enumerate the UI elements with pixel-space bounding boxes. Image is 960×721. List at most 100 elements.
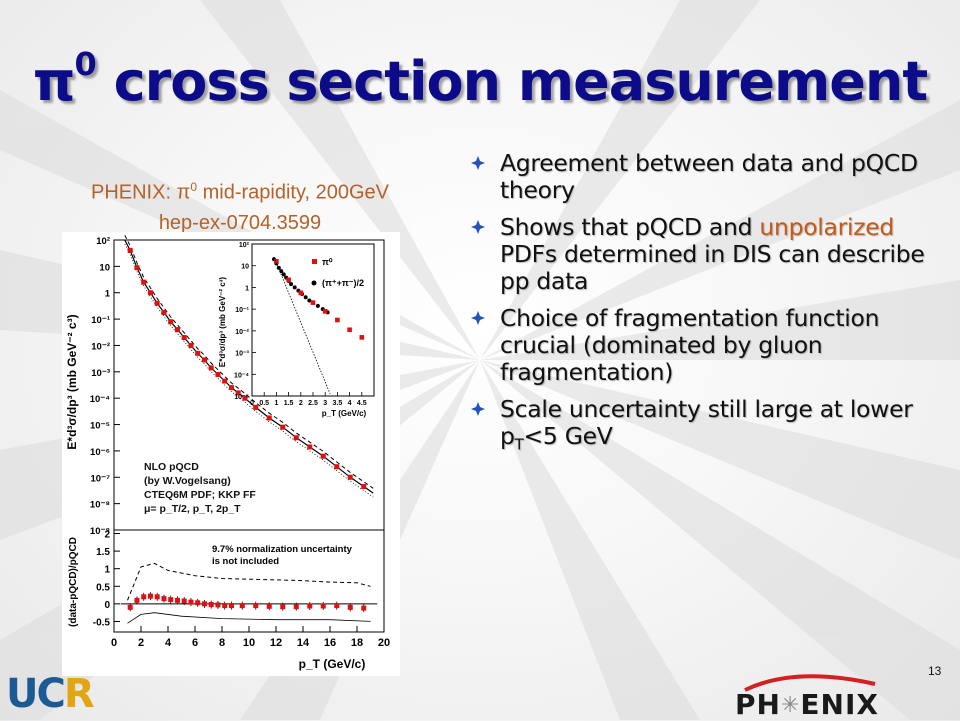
pi0-data-point	[215, 371, 221, 377]
inset-plot-frame	[251, 243, 375, 397]
inset-x-tick-label: 3.5	[333, 400, 343, 407]
ratio-data-point	[239, 603, 245, 609]
bullet-text: Agreement between data and pQCD theory	[500, 149, 918, 204]
ratio-data-point	[161, 596, 167, 602]
ratio-data-point	[208, 602, 214, 608]
main-y-tick-label: 1	[105, 289, 111, 300]
ratio-data-point	[307, 603, 313, 609]
svg-text:μ= p_T/2, p_T, 2p_T: μ= p_T/2, p_T, 2p_T	[144, 503, 241, 515]
pi0-data-point	[266, 415, 272, 421]
charged-pi-data-point	[303, 295, 308, 300]
diamond-bullet-icon	[471, 402, 485, 416]
ratio-data-point	[127, 604, 133, 610]
ratio-x-tick-label: 10	[243, 637, 255, 649]
main-y-axis-label: E*d³σ/dp³ (mb GeV⁻² c³)	[65, 314, 79, 449]
ratio-data-point	[195, 600, 201, 606]
pi0-data-point	[242, 395, 248, 401]
ratio-x-axis-label: p_T (GeV/c)	[299, 657, 366, 671]
ratio-annotation-line-2: is not included	[212, 556, 279, 567]
ratio-x-tick-label: 4	[165, 637, 172, 649]
theory-curve-upper	[124, 235, 374, 489]
ratio-y-tick-label: 1.5	[96, 547, 110, 558]
pi0-data-point	[147, 290, 153, 296]
charged-pi-data-point	[289, 282, 294, 287]
svg-text:(by W.Vogelsang): (by W.Vogelsang)	[144, 475, 231, 487]
ratio-x-tick-label: 14	[297, 637, 310, 649]
ratio-x-tick-label: 2	[138, 637, 144, 649]
bullet-list: Agreement between data and pQCD theory Sh…	[470, 150, 950, 469]
pi0-data-point	[361, 484, 367, 489]
main-y-tick-label: 10⁻³	[91, 368, 110, 379]
ratio-x-tick-label: 16	[324, 637, 336, 649]
inset-x-tick-label: 0	[250, 400, 254, 407]
inset-y-tick-label: 10⁻⁵	[234, 394, 249, 401]
bullet-text: Shows that pQCD and	[500, 213, 760, 241]
phenix-swoosh-icon	[744, 674, 876, 692]
main-y-tick-label: 10⁻⁵	[90, 421, 110, 432]
charged-pi-data-point	[292, 285, 297, 290]
page-number: 13	[928, 664, 942, 678]
ratio-y-tick-label: 2	[104, 530, 110, 541]
pi0-data-point	[201, 357, 207, 363]
pi0-data-point	[347, 474, 353, 480]
charged-pi-data-point	[315, 303, 320, 308]
inset-y-tick-label: 10⁻⁴	[234, 372, 249, 379]
diamond-bullet-icon	[471, 156, 485, 170]
ratio-data-point	[141, 594, 147, 600]
ratio-x-tick-label: 0	[111, 637, 117, 649]
inset-x-tick-label: 2	[299, 400, 303, 407]
pi0-data-point	[195, 350, 201, 356]
pi0-data-point	[334, 464, 340, 470]
bullet-item: Choice of fragmentation function crucial…	[470, 305, 950, 386]
caption-line-2: hep-ex-0704.3599	[158, 211, 322, 234]
inset-y-tick-label: 10⁻³	[235, 351, 249, 358]
pi0-data-point	[208, 365, 214, 371]
ratio-data-point	[201, 601, 207, 607]
inset-pi0-data-point	[347, 327, 352, 333]
pi0-data-point	[320, 453, 326, 459]
pi0-data-point	[141, 279, 147, 285]
ratio-data-point	[334, 603, 340, 609]
pi0-data-point	[253, 404, 259, 410]
ratio-data-point	[181, 598, 187, 604]
ratio-x-tick-label: 6	[192, 637, 198, 649]
ratio-data-point	[266, 603, 272, 609]
charged-pi-data-point	[276, 265, 281, 270]
pi0-data-point	[168, 319, 174, 325]
ratio-x-tick-label: 20	[378, 637, 390, 649]
inset-y-tick-label: 10²	[239, 242, 250, 249]
pi0-data-point	[222, 378, 228, 384]
ratio-scale-band-upper	[127, 562, 371, 601]
main-y-tick-label: 10²	[96, 236, 110, 247]
inset-pi0-data-point	[274, 259, 279, 264]
bullet-item: Scale uncertainty still large at lower p…	[470, 396, 950, 459]
inset-theory-curve	[273, 256, 331, 394]
main-y-tick-label: 10⁻²	[91, 341, 110, 352]
pi0-data-point	[280, 424, 286, 430]
ratio-data-point	[361, 605, 367, 611]
pi0-data-point	[134, 265, 140, 271]
inset-y-tick-label: 10⁻¹	[235, 307, 249, 314]
pi0-data-point	[307, 444, 313, 450]
pi0-data-point	[235, 390, 241, 396]
legend-charged-pi-marker	[311, 280, 317, 286]
inset-pi0-data-point	[310, 300, 316, 305]
pi0-data-point	[228, 385, 234, 391]
inset-y-tick-label: 10⁻²	[235, 329, 249, 336]
pi0-data-point	[127, 248, 133, 254]
ratio-data-point	[280, 604, 286, 610]
slide-title: π0 cross section measurement	[32, 45, 928, 113]
pi0-data-point	[181, 335, 187, 341]
inset-y-tick-label: 1	[245, 285, 249, 292]
ratio-data-point	[293, 604, 299, 610]
ratio-data-point	[222, 603, 228, 609]
ratio-y-tick-label: -0.5	[93, 617, 111, 628]
ratio-scale-band-lower	[127, 612, 371, 624]
ucr-logo: UCR	[6, 671, 95, 717]
ratio-data-point	[168, 597, 174, 603]
inset-y-axis-label: E*d³σ/dp³ (mb GeV⁻² c³)	[218, 277, 227, 367]
bullet-text: T	[514, 435, 524, 454]
nlo-annotation: NLO pQCD (by W.Vogelsang) CTEQ6M PDF; KK…	[144, 461, 256, 515]
pi0-data-point	[188, 342, 194, 348]
inset-pi0-data-point	[335, 317, 340, 323]
